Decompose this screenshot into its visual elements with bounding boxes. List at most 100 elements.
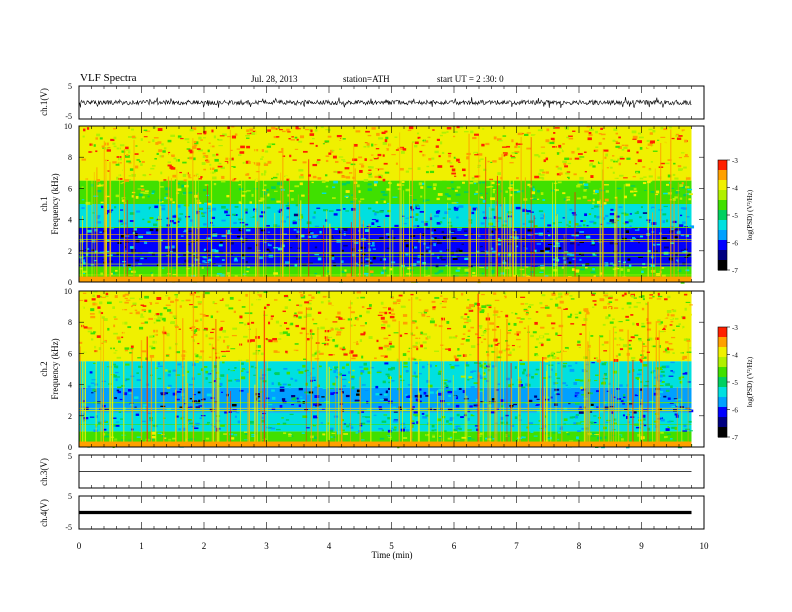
spectrogram-speckle [313, 196, 317, 198]
spectrogram-speckle [480, 260, 485, 264]
spectrogram-speckle [411, 263, 417, 267]
spectrogram-speckle [666, 183, 670, 186]
spectrogram-speckle [244, 223, 249, 226]
spectrogram-speckle [536, 404, 541, 406]
spectrogram-speckle [581, 396, 586, 398]
spectrogram-speckle [162, 150, 166, 153]
spectrogram-speckle [85, 396, 89, 399]
spectrogram-speckle [667, 192, 672, 195]
spectrogram-speckle [186, 148, 191, 150]
spectrogram-speckle [377, 174, 383, 177]
spectrogram-speckle [155, 142, 159, 145]
spectrogram-speckle [306, 315, 312, 317]
spectrogram-speckle [294, 185, 300, 188]
spectrogram-speckle [546, 148, 550, 151]
spectrogram-speckle [416, 205, 420, 209]
spectrogram-speckle [345, 210, 349, 212]
spectrogram-speckle [523, 245, 526, 248]
spectrogram-speckle [446, 420, 449, 423]
colorbar-segment [718, 204, 727, 207]
spectrogram-speckle [441, 131, 447, 134]
y-tick-label: 4 [68, 216, 72, 225]
spectrogram-speckle [207, 204, 211, 207]
spectrogram-speckle [439, 435, 442, 437]
spectrogram-speckle [639, 372, 644, 374]
spectrogram-speckle [478, 362, 482, 365]
spectrogram-speckle [205, 377, 208, 380]
spectrogram-speckle [453, 388, 457, 391]
spectrogram-speckle [410, 206, 413, 210]
spectrogram-speckle [588, 131, 592, 135]
spectrogram-speckle [293, 213, 299, 217]
spectrogram-speckle [645, 302, 648, 306]
spectrogram-speckle [161, 155, 164, 158]
spectrogram-speckle [193, 330, 196, 333]
spectrogram-speckle [176, 204, 181, 208]
spectrogram-speckle [263, 177, 266, 180]
spectrogram-speckle [676, 259, 679, 263]
spectrogram-speckle [452, 258, 458, 260]
spectrogram-speckle [116, 176, 119, 180]
spectrogram-speckle [637, 132, 642, 135]
spectrogram-speckle [157, 365, 163, 368]
spectrogram-speckle [285, 419, 290, 421]
spectrogram-speckle [588, 213, 592, 216]
spectrogram-speckle [419, 355, 425, 357]
spectrogram-speckle [206, 258, 212, 262]
spectrogram-speckle [122, 294, 126, 298]
spectrogram-speckle [584, 310, 589, 313]
spectrogram-speckle [600, 127, 603, 130]
spectrogram-speckle [619, 348, 624, 351]
spectrogram-speckle [272, 396, 276, 400]
spectrogram-speckle [140, 185, 144, 188]
spectrogram-speckle [681, 371, 685, 373]
spectrogram-speckle [682, 221, 686, 224]
spectrogram-speckle [139, 202, 142, 204]
spectrogram-speckle [593, 221, 597, 225]
spectrogram-speckle [337, 329, 343, 331]
spectrogram-speckle [562, 365, 567, 368]
spectrogram-speckle [294, 263, 298, 267]
spectrogram-speckle [582, 305, 588, 308]
spectrogram-speckle [168, 370, 171, 373]
spectrogram-speckle [575, 362, 578, 365]
spectrogram-speckle [665, 428, 670, 431]
spectrogram-speckle [662, 173, 665, 177]
spectrogram-speckle [416, 132, 420, 135]
spectrogram-speckle [325, 219, 328, 222]
spectrogram-speckle [430, 358, 434, 361]
spectrogram-speckle [455, 358, 459, 362]
spectrogram-speckle [456, 413, 460, 417]
colorbar-segment [718, 218, 727, 221]
spectrogram-speckle [514, 366, 517, 369]
spectrogram-speckle [586, 225, 589, 227]
spectrogram-speckle [296, 138, 299, 141]
spectrogram-speckle [605, 190, 610, 193]
spectrogram-speckle [641, 295, 645, 298]
spectrogram-speckle [198, 136, 202, 140]
spectrogram-speckle [650, 191, 655, 193]
spectrogram-speckle [110, 254, 113, 256]
spectrogram-speckle [552, 205, 556, 209]
spectrogram-speckle [625, 183, 631, 187]
spectrogram-speckle [118, 413, 124, 416]
spectrogram-speckle [592, 300, 597, 302]
spectrogram-speckle [415, 213, 419, 216]
spectrogram-speckle [342, 348, 346, 351]
spectrogram-speckle [275, 261, 278, 263]
spectrogram-speckle [213, 292, 216, 295]
spectrogram-speckle [297, 247, 301, 249]
spectrogram-speckle [652, 243, 656, 246]
spectrogram-speckle [456, 186, 461, 189]
spectrogram-speckle [684, 186, 690, 189]
spectrogram-speckle [367, 371, 372, 374]
spectrogram-speckle [405, 240, 411, 242]
spectrogram-speckle [127, 326, 132, 329]
spectrogram-speckle [608, 382, 611, 386]
spectrogram-speckle [414, 362, 419, 365]
spectrogram-speckle [222, 361, 225, 364]
spectrogram-speckle [558, 247, 562, 250]
spectrogram-speckle [298, 397, 302, 400]
spectrogram-speckle [427, 186, 432, 188]
